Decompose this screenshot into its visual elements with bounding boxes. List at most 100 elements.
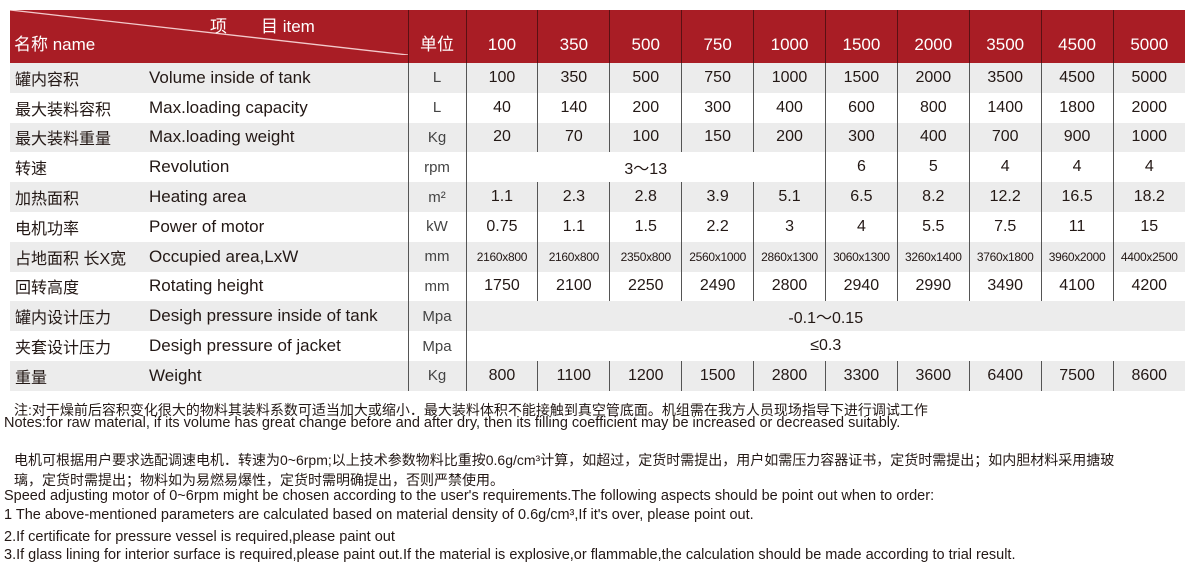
- note-line: 1 The above-mentioned parameters are cal…: [4, 507, 754, 523]
- value-cell: 2350x800: [609, 241, 682, 272]
- param-name-en: Revolution: [149, 157, 230, 177]
- value-cell: 2250: [609, 271, 682, 302]
- param-name-en: Desigh pressure inside of tank: [147, 301, 409, 332]
- value-cell: 11: [1040, 211, 1114, 242]
- value-cell: 8600: [1112, 360, 1185, 391]
- value-cell: 1200: [609, 360, 682, 391]
- value-cell: 900: [1040, 122, 1114, 153]
- param-name-cn: 电机功率: [15, 220, 80, 238]
- value-cell: 2860x1300: [753, 241, 826, 272]
- value-cell: 2.2: [681, 211, 754, 242]
- value-cell: 140: [537, 92, 610, 123]
- param-name-cn: 罐内设计压力: [10, 301, 147, 332]
- value-cell: 1500: [681, 360, 754, 391]
- param-unit: Kg: [407, 360, 467, 391]
- value-cell: 3060x1300: [824, 241, 898, 272]
- value-cell: 2940: [824, 271, 898, 302]
- value-cell: 2100: [537, 271, 610, 302]
- value-cell: 600: [824, 92, 898, 123]
- value-cell: 4100: [1040, 271, 1114, 302]
- value-cell: 3960x2000: [1040, 241, 1114, 272]
- value-cell: 1500: [824, 63, 898, 93]
- value-cell: 3490: [968, 271, 1042, 302]
- value-cell: 0.75: [465, 211, 538, 242]
- value-cell: 3600: [896, 360, 970, 391]
- value-cell: 1800: [1040, 92, 1114, 123]
- value-cell: 2560x1000: [681, 241, 754, 272]
- table-row: 转速 Revolution rpm 3～13 6 5 4 4 4: [10, 152, 1185, 183]
- note-line: Speed adjusting motor of 0~6rpm might be…: [4, 488, 935, 504]
- value-cell: 4200: [1112, 271, 1185, 302]
- header-model: 4500: [1040, 10, 1114, 63]
- value-cell: 4400x2500: [1112, 241, 1185, 272]
- note-line: 2.If certificate for pressure vessel is …: [4, 529, 395, 545]
- table-row: 回转高度 Rotating height mm 1750 2100 2250 2490 280…: [10, 271, 1185, 302]
- diagonal-divider: [10, 10, 408, 55]
- note-line: 注:对干燥前后容积变化很大的物料其装料系数可适当加大或缩小．最大装料体积不能接触…: [14, 402, 928, 418]
- value-cell: 4: [1040, 152, 1114, 183]
- value-cell: 3760x1800: [968, 241, 1042, 272]
- param-name-cn: 夹套设计压力: [15, 340, 112, 358]
- value-cell: 2.8: [609, 182, 682, 212]
- value-cell: 6.5: [824, 182, 898, 212]
- value-cell: 300: [681, 92, 754, 123]
- value-cell: 3500: [968, 63, 1042, 93]
- param-name-en: Max.loading weight: [147, 122, 409, 153]
- value-cell: 5.5: [896, 211, 970, 242]
- value-cell: 400: [753, 92, 826, 123]
- value-cell: 1000: [1112, 122, 1185, 153]
- param-name-cn: 罐内容积: [10, 63, 147, 93]
- param-unit: L: [407, 63, 467, 93]
- param-name-en: Max.loading capacity: [149, 97, 308, 117]
- param-name-cn: 回转高度: [15, 280, 80, 298]
- param-name-en: Weight: [147, 360, 409, 391]
- value-cell: 2800: [753, 360, 826, 391]
- value-cell: 2800: [753, 271, 826, 302]
- param-unit: Mpa: [407, 301, 467, 332]
- param-name-en: Desigh pressure of jacket: [149, 336, 341, 356]
- value-cell: 2990: [896, 271, 970, 302]
- header-model: 100: [465, 10, 538, 63]
- value-cell: 40: [465, 92, 538, 123]
- value-cell: 1.5: [609, 211, 682, 242]
- value-cell: 350: [537, 63, 610, 93]
- param-name-en: Occupied area,LxW: [147, 241, 409, 272]
- table-row: 加热面积 Heating area m² 1.1 2.3 2.8 3.9 5.1 6.5 8.2 1…: [10, 182, 1185, 212]
- value-cell: 4: [1112, 152, 1185, 183]
- value-cell: 200: [609, 92, 682, 123]
- header-name: 名称 name: [14, 35, 96, 54]
- param-unit: kW: [407, 211, 467, 242]
- param-unit: mm: [407, 241, 467, 272]
- param-name-en: Volume inside of tank: [147, 63, 409, 93]
- value-cell: 7.5: [968, 211, 1042, 242]
- param-unit: Kg: [407, 122, 467, 153]
- param-unit: rpm: [407, 152, 467, 183]
- value-cell: 2.3: [537, 182, 610, 212]
- header-model: 1000: [753, 10, 826, 63]
- param-name-en: Heating area: [147, 182, 409, 212]
- value-cell: 2000: [896, 63, 970, 93]
- merged-value: -0.1～0.15: [465, 301, 1185, 332]
- table-row: 重量 Weight Kg 800 1100 1200 1500 2800 3300 3600 640…: [10, 360, 1185, 391]
- header-model: 3500: [968, 10, 1042, 63]
- value-cell: 70: [537, 122, 610, 153]
- table-row: 电机功率 Power of motor kW 0.75 1.1 1.5 2.2 3 4 5.5 7.…: [10, 211, 1185, 242]
- value-cell: 12.2: [968, 182, 1042, 212]
- value-cell: 800: [465, 360, 538, 391]
- table-row: 夹套设计压力 Desigh pressure of jacket Mpa ≤0.3: [10, 331, 1185, 361]
- param-unit: L: [407, 92, 467, 123]
- value-cell: 400: [896, 122, 970, 153]
- value-cell: 150: [681, 122, 754, 153]
- value-cell: 5.1: [753, 182, 826, 212]
- param-name-cn: 重量: [10, 360, 147, 391]
- note-line: 3.If glass lining for interior surface i…: [4, 547, 1016, 563]
- value-cell: 750: [681, 63, 754, 93]
- param-name-cn: 最大装料重量: [10, 122, 147, 153]
- value-cell: 500: [609, 63, 682, 93]
- value-cell: 100: [609, 122, 682, 153]
- header-model: 500: [609, 10, 682, 63]
- param-unit: Mpa: [407, 331, 467, 361]
- table-row: 罐内设计压力 Desigh pressure inside of tank Mpa -…: [10, 301, 1185, 332]
- param-name-en: Rotating height: [149, 276, 264, 296]
- header-model: 2000: [896, 10, 970, 63]
